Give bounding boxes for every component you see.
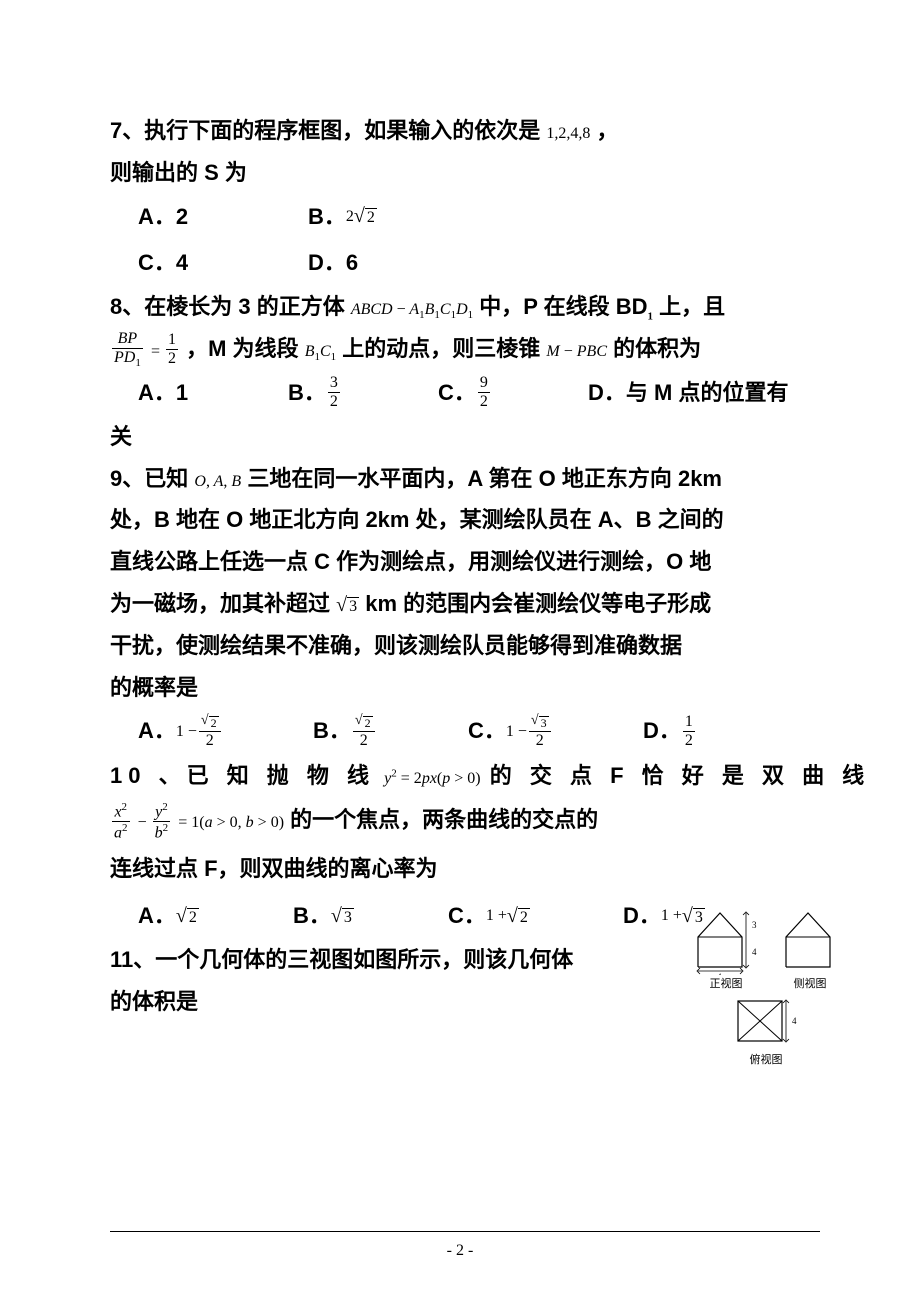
q9-opt-c: C． 1 − √32 — [468, 708, 643, 754]
q8-stem-line2: BPPD1 = 12 ，M 为线段 B1C1 上的动点，则三棱锥 M − PBC… — [110, 328, 820, 370]
q7-end: ， — [597, 118, 619, 143]
q9-options: A． 1 − √22 B． √22 C． 1 − √32 D． 12 — [110, 708, 820, 754]
q7-stem-line1: 7、执行下面的程序框图，如果输入的依次是 1,2,4,8 ， — [110, 110, 820, 152]
front-view-label: 正视图 — [690, 975, 762, 991]
q7-options-row2: C．4 D．6 — [110, 240, 820, 286]
footer-rule — [110, 1231, 820, 1232]
q9-l4: 为一磁场，加其补超过 √3 km 的范围内会崔测绘仪等电子形成 — [110, 583, 820, 625]
page-number: - 2 - — [0, 1242, 920, 1260]
q9-l5: 干扰，使测绘结果不准确，则该测绘队员能够得到准确数据 — [110, 625, 820, 667]
q7-options-row1: A．2 B． 2 √2 — [110, 194, 820, 240]
q8-opt-a: A．1 — [138, 370, 288, 416]
svg-text:3: 3 — [752, 920, 757, 930]
q10-l3: 连线过点 F，则双曲线的离心率为 — [110, 845, 820, 893]
svg-text:4: 4 — [792, 1016, 797, 1026]
q10-opt-a: A． √2 — [138, 893, 293, 939]
side-view: 侧视图 — [778, 905, 842, 991]
q9-l6: 的概率是 — [110, 667, 820, 709]
q7-text: 7、执行下面的程序框图，如果输入的依次是 — [110, 118, 540, 143]
q7-opt-c: C．4 — [138, 240, 308, 286]
q8-stem-line1: 8、在棱长为 3 的正方体 ABCD − A1B1C1D1 中，P 在线段 BD… — [110, 286, 820, 328]
side-view-label: 侧视图 — [778, 975, 842, 991]
q9-l1: 9、已知 O, A, B 三地在同一水平面内，A 第在 O 地正东方向 2km — [110, 458, 820, 500]
top-view-label: 俯视图 — [730, 1051, 802, 1067]
q8-opt-d-cont: 关 — [110, 416, 820, 458]
q10-opt-b: B． √3 — [293, 893, 448, 939]
q9-opt-a: A． 1 − √22 — [138, 708, 313, 754]
q7-stem-line2: 则输出的 S 为 — [110, 152, 820, 194]
top-view: 4 俯视图 — [730, 995, 802, 1067]
q10-l1: 10 、已 知 抛 物 线 y2 = 2px(p > 0) 的 交 点 F 恰 … — [110, 755, 820, 797]
frac: BPPD1 — [112, 331, 143, 369]
sqrt-icon: √2 — [354, 206, 377, 227]
sqrt-icon: √3 — [336, 595, 359, 616]
front-view: 3 4 4 正视图 — [690, 905, 762, 991]
q9-opt-d: D． 12 — [643, 708, 813, 754]
q8-opt-c: C． 92 — [438, 370, 588, 416]
q7-opt-d: D．6 — [308, 240, 478, 286]
q9-opt-b: B． √22 — [313, 708, 468, 754]
q8-opt-d: D．与 M 点的位置有 — [588, 370, 788, 416]
q10-opt-c: C． 1 + √2 — [448, 893, 623, 939]
q8-opt-b: B． 32 — [288, 370, 438, 416]
svg-text:4: 4 — [752, 947, 757, 957]
q7-opt-a: A．2 — [138, 194, 308, 240]
q9-l3: 直线公路上任选一点 C 作为测绘点，用测绘仪进行测绘，O 地 — [110, 541, 820, 583]
q7-opt-b: B． 2 √2 — [308, 194, 478, 240]
q10-l2: x2a2 − y2b2 = 1(a > 0, b > 0) 的一个焦点，两条曲线… — [110, 796, 820, 844]
q7-math: 1,2,4,8 — [546, 125, 590, 142]
q8-options: A．1 B． 32 C． 92 D．与 M 点的位置有 — [110, 370, 820, 416]
q9-l2: 处，B 地在 O 地正北方向 2km 处，某测绘队员在 A、B 之间的 — [110, 499, 820, 541]
three-view-figure: 3 4 4 正视图 侧视图 — [682, 905, 850, 1067]
